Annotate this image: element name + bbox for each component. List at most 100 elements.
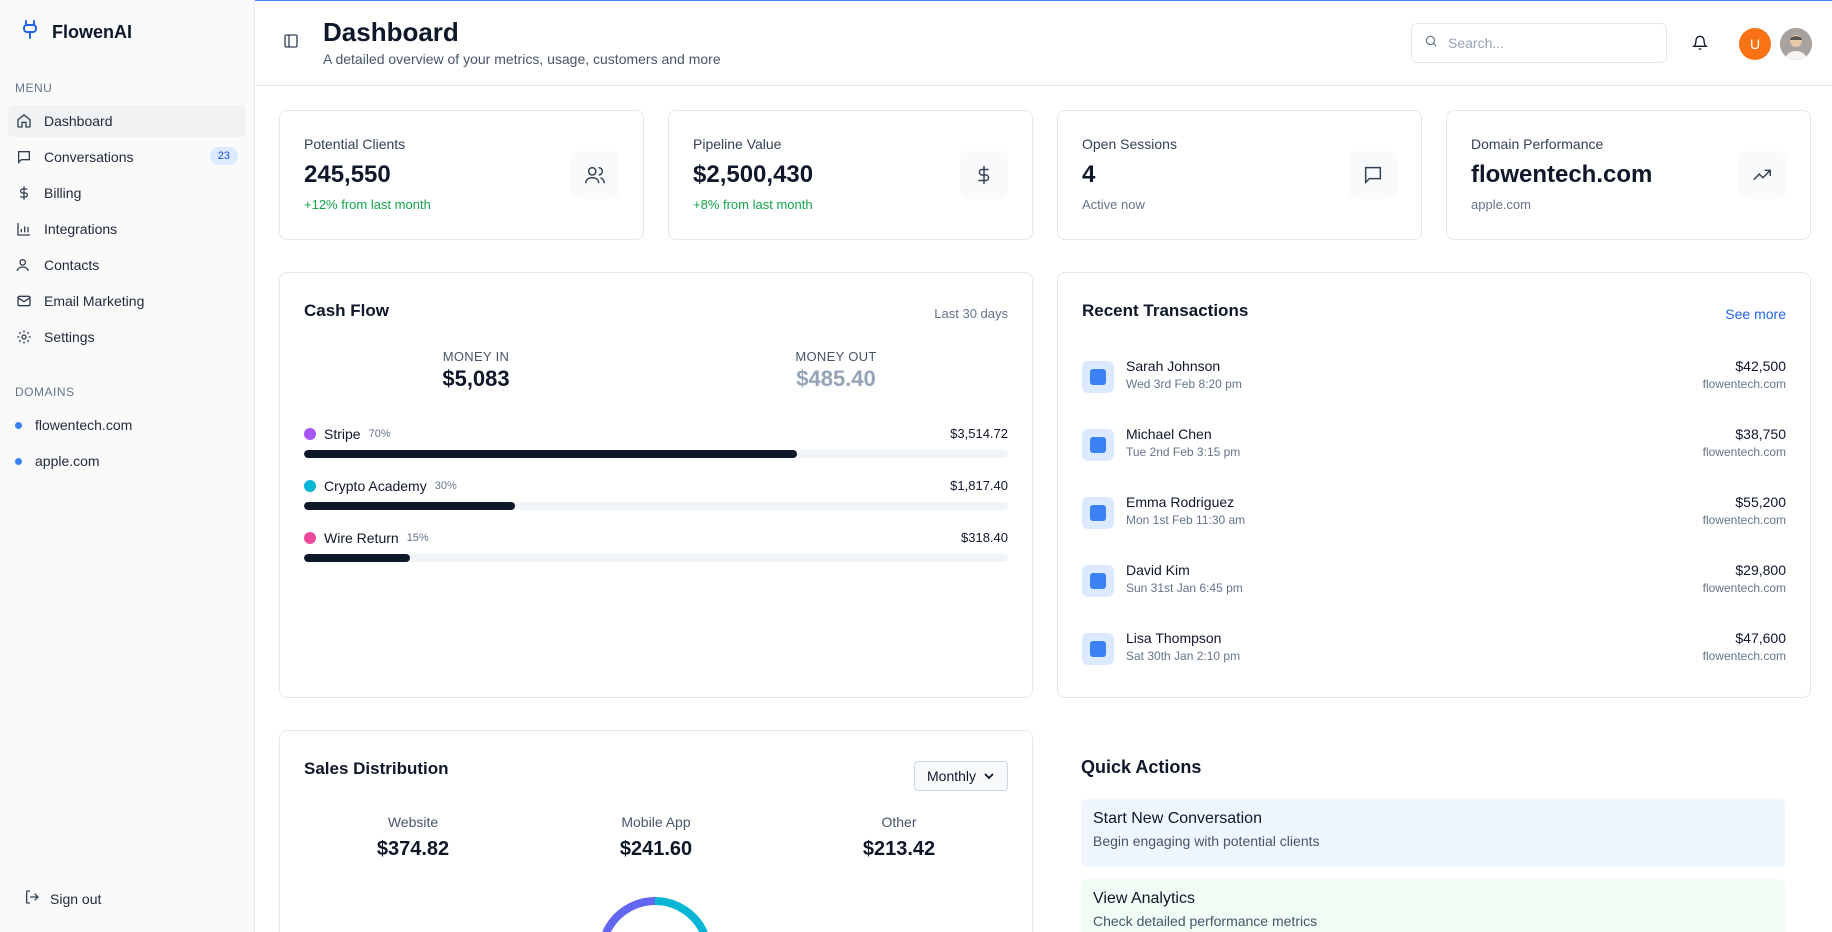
home-icon bbox=[16, 113, 44, 129]
sidebar-item-label: Contacts bbox=[44, 257, 100, 273]
transaction-domain: flowentech.com bbox=[1702, 649, 1786, 663]
source-progress-fill bbox=[304, 450, 797, 458]
sidebar-item-conversations[interactable]: Conversations 23 bbox=[8, 141, 246, 173]
money-in-label: MONEY IN bbox=[442, 349, 510, 364]
brand[interactable]: FlowenAI bbox=[22, 20, 132, 45]
stat-change: +8% from last month bbox=[693, 197, 813, 212]
quick-action-start-conversation[interactable]: Start New Conversation Begin engaging wi… bbox=[1081, 799, 1785, 867]
domain-dot bbox=[15, 421, 22, 429]
dollar-icon bbox=[960, 151, 1008, 199]
transaction-icon bbox=[1082, 633, 1114, 665]
source-percent: 30% bbox=[434, 480, 457, 492]
sidebar-item-label: Settings bbox=[44, 329, 95, 345]
transaction-date: Mon 1st Feb 11:30 am bbox=[1126, 513, 1246, 527]
transaction-name: Lisa Thompson bbox=[1126, 630, 1222, 646]
sales-item-value: $213.42 bbox=[862, 838, 936, 860]
sales-item-value: $241.60 bbox=[619, 838, 693, 860]
source-progress-track bbox=[304, 450, 1008, 458]
sidebar-item-integrations[interactable]: Integrations bbox=[8, 213, 246, 245]
source-progress-fill bbox=[304, 502, 516, 510]
transaction-domain: flowentech.com bbox=[1702, 513, 1786, 527]
domain-dot bbox=[15, 457, 22, 465]
quick-action-desc: Begin engaging with potential clients bbox=[1093, 833, 1320, 849]
source-name: Crypto Academy bbox=[324, 478, 427, 494]
sales-item-label: Website bbox=[387, 814, 439, 830]
cash-source-row: Wire Return 15% $318.40 bbox=[304, 530, 1008, 570]
sidebar-item-email-marketing[interactable]: Email Marketing bbox=[8, 285, 246, 317]
sales-item-label: Mobile App bbox=[621, 814, 691, 830]
search-input[interactable] bbox=[1448, 35, 1648, 51]
brand-name: FlowenAI bbox=[52, 22, 132, 42]
money-out-value: $485.40 bbox=[796, 366, 876, 391]
money-out-label: MONEY OUT bbox=[795, 349, 877, 364]
user-icon bbox=[16, 257, 44, 273]
sales-item-website: Website $374.82 bbox=[303, 814, 523, 861]
source-name: Wire Return bbox=[324, 530, 399, 546]
domain-label: flowentech.com bbox=[35, 417, 133, 433]
period-select-value: Monthly bbox=[927, 768, 977, 784]
transaction-name: Emma Rodriguez bbox=[1126, 494, 1235, 510]
sidebar-item-billing[interactable]: Billing bbox=[8, 177, 246, 209]
transaction-icon bbox=[1082, 565, 1114, 597]
transaction-row[interactable]: Emma Rodriguez Mon 1st Feb 11:30 am $55,… bbox=[1082, 494, 1786, 534]
transaction-row[interactable]: Michael Chen Tue 2nd Feb 3:15 pm $38,750… bbox=[1082, 426, 1786, 466]
cash-flow-title: Cash Flow bbox=[304, 301, 390, 320]
transaction-name: Sarah Johnson bbox=[1126, 358, 1221, 374]
cash-source-label: Stripe 70% bbox=[304, 426, 391, 442]
quick-action-title: View Analytics bbox=[1093, 890, 1195, 907]
stat-note: Active now bbox=[1082, 197, 1145, 212]
search-box bbox=[1411, 23, 1667, 63]
transaction-domain: flowentech.com bbox=[1702, 581, 1786, 595]
sales-title: Sales Distribution bbox=[304, 759, 449, 778]
stat-value: 245,550 bbox=[304, 161, 391, 188]
transaction-row[interactable]: Sarah Johnson Wed 3rd Feb 8:20 pm $42,50… bbox=[1082, 358, 1786, 398]
source-progress-track bbox=[304, 502, 1008, 510]
transactions-title: Recent Transactions bbox=[1082, 301, 1249, 320]
stat-label: Pipeline Value bbox=[693, 136, 782, 152]
transaction-domain: flowentech.com bbox=[1702, 445, 1786, 459]
domain-item-flowentech[interactable]: flowentech.com bbox=[8, 409, 246, 441]
money-out: MONEY OUT $485.40 bbox=[736, 349, 936, 392]
source-progress-fill bbox=[304, 554, 410, 562]
transaction-date: Sun 31st Jan 6:45 pm bbox=[1126, 581, 1243, 595]
sign-out-button[interactable]: Sign out bbox=[24, 889, 101, 908]
transaction-amount: $29,800 bbox=[1735, 562, 1786, 578]
transaction-row[interactable]: Lisa Thompson Sat 30th Jan 2:10 pm $47,6… bbox=[1082, 630, 1786, 670]
sidebar-item-settings[interactable]: Settings bbox=[8, 321, 246, 353]
period-select[interactable]: Monthly bbox=[914, 761, 1008, 791]
page-subtitle: A detailed overview of your metrics, usa… bbox=[323, 51, 721, 67]
source-amount: $318.40 bbox=[961, 530, 1008, 545]
sales-item-other: Other $213.42 bbox=[789, 814, 1009, 861]
users-icon bbox=[571, 151, 619, 199]
transaction-icon bbox=[1082, 497, 1114, 529]
source-percent: 15% bbox=[406, 532, 429, 544]
see-more-link[interactable]: See more bbox=[1725, 306, 1786, 322]
transaction-icon bbox=[1082, 429, 1114, 461]
sign-out-label: Sign out bbox=[50, 890, 102, 907]
sidebar-item-dashboard[interactable]: Dashboard bbox=[8, 105, 246, 137]
user-avatar-initial[interactable]: U bbox=[1739, 28, 1771, 60]
recent-transactions-card: Recent Transactions See more Sarah Johns… bbox=[1057, 272, 1811, 698]
sidebar-toggle-icon[interactable] bbox=[283, 33, 299, 54]
cash-flow-card: Cash Flow Last 30 days MONEY IN $5,083 M… bbox=[279, 272, 1033, 698]
trending-up-icon bbox=[1738, 151, 1786, 199]
message-icon bbox=[16, 149, 44, 165]
stat-value: 4 bbox=[1082, 161, 1096, 188]
transaction-amount: $47,600 bbox=[1735, 630, 1786, 646]
page-title: Dashboard bbox=[323, 17, 459, 47]
sales-item-label: Other bbox=[881, 814, 917, 830]
bell-icon[interactable] bbox=[1691, 35, 1709, 56]
sidebar-item-contacts[interactable]: Contacts bbox=[8, 249, 246, 281]
sidebar-nav: Dashboard Conversations 23 Billing Integ… bbox=[8, 105, 246, 357]
source-progress-track bbox=[304, 554, 1008, 562]
sidebar-item-label: Billing bbox=[44, 185, 82, 201]
stat-value: $2,500,430 bbox=[693, 161, 814, 188]
transaction-row[interactable]: David Kim Sun 31st Jan 6:45 pm $29,800 f… bbox=[1082, 562, 1786, 602]
mail-icon bbox=[16, 293, 44, 309]
source-amount: $1,817.40 bbox=[950, 478, 1008, 493]
domain-item-apple[interactable]: apple.com bbox=[8, 445, 246, 477]
domain-label: apple.com bbox=[35, 453, 100, 469]
source-color-dot bbox=[304, 532, 316, 544]
user-avatar-photo[interactable] bbox=[1780, 28, 1812, 60]
quick-action-view-analytics[interactable]: View Analytics Check detailed performanc… bbox=[1081, 879, 1785, 932]
